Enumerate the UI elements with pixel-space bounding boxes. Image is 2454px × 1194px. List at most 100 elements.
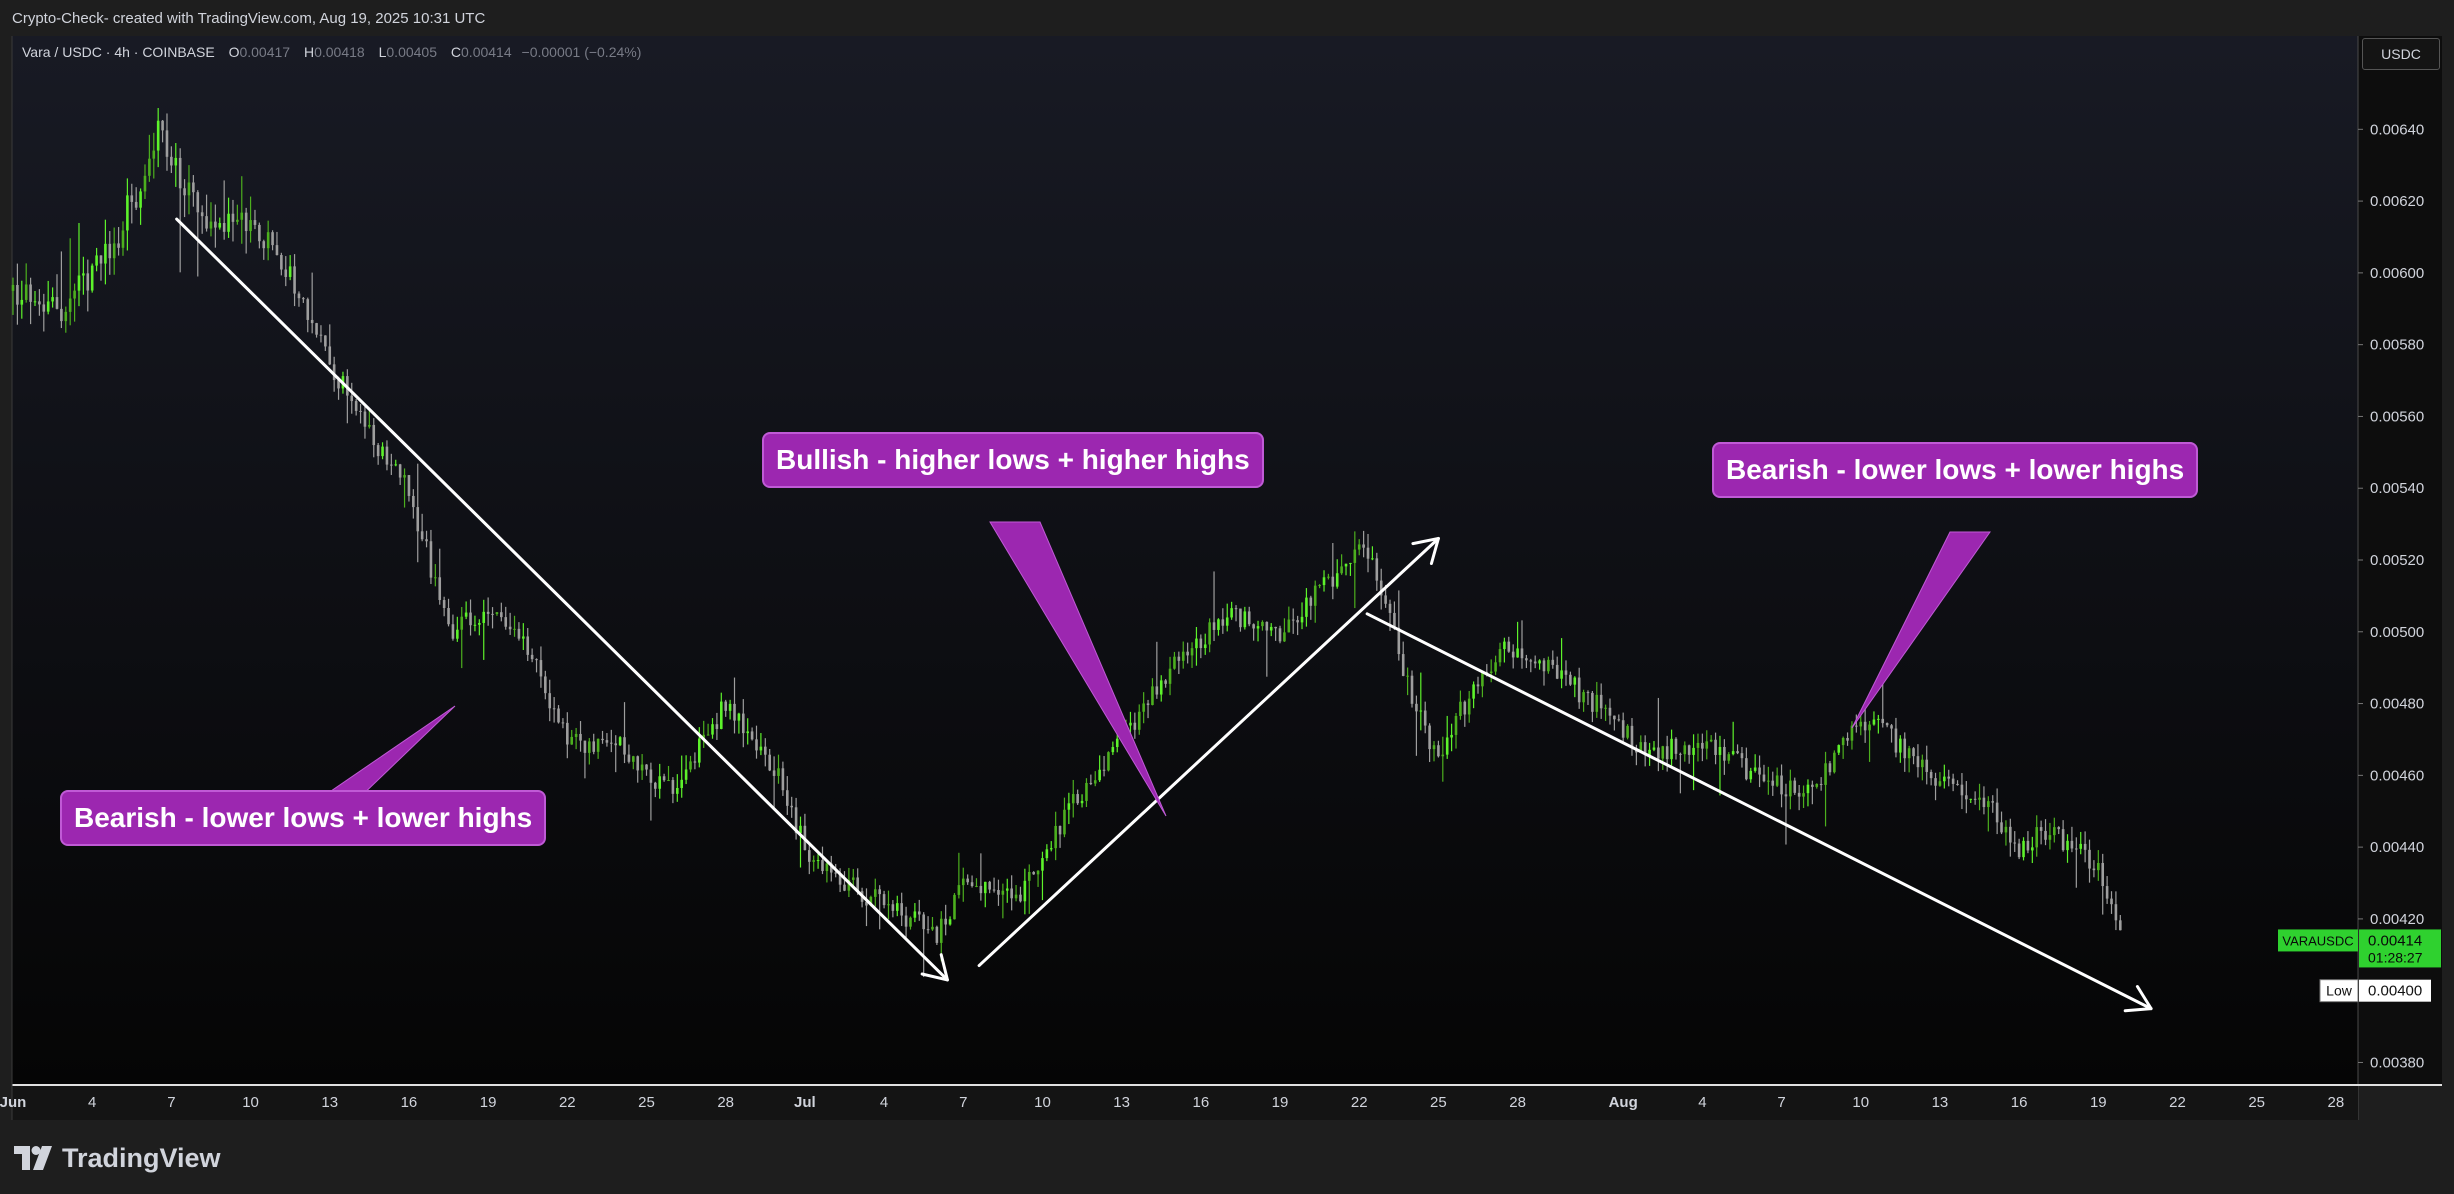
candle-body <box>992 889 996 891</box>
candle-body <box>948 919 952 925</box>
candle-body <box>1643 742 1647 756</box>
candle-body <box>917 911 921 915</box>
candle-body <box>1203 644 1207 649</box>
candle-body <box>1010 888 1013 899</box>
currency-selector[interactable]: USDC <box>2362 38 2440 70</box>
candle-body <box>196 192 200 213</box>
candle-body <box>1916 756 1920 768</box>
candle-body <box>1005 888 1009 891</box>
candle-body <box>1142 703 1145 712</box>
candle-body <box>1551 659 1555 665</box>
price-chart[interactable]: 0.00640 0.00620 0.00600 0.00580 0.00560 0.005… <box>0 36 2454 1120</box>
time-tick-label: 7 <box>959 1094 967 1111</box>
candle-body <box>931 926 934 930</box>
candle-body <box>1151 686 1154 706</box>
candle-body <box>174 157 178 166</box>
candle-body <box>420 531 424 540</box>
candle-body <box>1375 558 1379 581</box>
candle-body <box>1401 654 1405 676</box>
candle-body <box>152 150 156 159</box>
candle-body <box>698 738 701 763</box>
candle-body <box>368 424 371 427</box>
candle-body <box>878 889 881 895</box>
tradingview-logo[interactable]: TradingView <box>14 1140 221 1176</box>
chart-area[interactable]: 0.00640 0.00620 0.00600 0.00580 0.00560 0.005… <box>0 36 2454 1120</box>
candle-body <box>1560 670 1563 679</box>
candle-body <box>1371 558 1374 560</box>
time-axis-background <box>12 1086 2358 1120</box>
price-tick-label: 0.00620 <box>2370 193 2424 210</box>
trend-line-3 <box>1365 612 2153 1011</box>
candle-body <box>1032 871 1035 875</box>
candle-body <box>464 612 468 617</box>
time-tick-label: 13 <box>321 1094 338 1111</box>
symbol-tag-label: VARAUSDC <box>2282 933 2353 948</box>
candle-body <box>1824 763 1827 785</box>
candle-body <box>1327 576 1330 578</box>
candle-body <box>1674 738 1678 754</box>
candle-body <box>2083 843 2087 850</box>
candle-body <box>24 284 28 300</box>
tradingview-logo-text: TradingView <box>62 1142 221 1173</box>
candle-body <box>1885 723 1889 726</box>
candle-body <box>1340 566 1343 574</box>
price-tick-label: 0.00380 <box>2370 1054 2424 1071</box>
time-tick-label: 10 <box>242 1094 259 1111</box>
low-tag-box <box>2319 979 2359 1003</box>
candle-body <box>807 850 811 862</box>
candle-body <box>1212 622 1216 630</box>
candle-body <box>297 293 301 299</box>
candle-body <box>922 914 925 930</box>
candle-body <box>1837 745 1841 753</box>
candle-body <box>1555 664 1559 679</box>
candle-body <box>1393 612 1396 628</box>
candle-body <box>1111 747 1115 753</box>
candle-body <box>271 232 274 246</box>
candle-body <box>1173 656 1176 669</box>
candle-body <box>1947 776 1951 779</box>
candle-body <box>148 158 151 176</box>
candle-body <box>1454 715 1458 735</box>
candle-body <box>1511 651 1515 658</box>
candle-body <box>2017 843 2021 858</box>
close-label: C <box>450 44 462 60</box>
time-tick-label: 10 <box>1852 1094 1869 1111</box>
candle-body <box>711 724 714 735</box>
candle-body <box>794 807 798 834</box>
candle-body <box>1014 894 1018 899</box>
candle-body <box>1881 718 1885 724</box>
candles-layer <box>11 108 2122 978</box>
open-value: 0.00417 <box>239 44 291 60</box>
candle-body <box>60 308 63 322</box>
candle-body <box>2009 826 2012 843</box>
candle-body <box>768 754 771 771</box>
candle-body <box>592 741 596 752</box>
candle-body <box>1283 632 1286 642</box>
candle-body <box>1419 710 1423 712</box>
candle-body <box>385 446 389 465</box>
candle-body <box>332 364 336 381</box>
candle-body <box>702 734 706 739</box>
candle-body <box>2066 840 2069 851</box>
candle-body <box>1705 741 1709 749</box>
candle-body <box>1687 745 1691 755</box>
candle-body <box>1498 649 1502 663</box>
low-price-tag-box <box>2359 979 2431 1002</box>
candle-body <box>1023 880 1027 902</box>
candle-body <box>570 736 574 745</box>
candle-body <box>1701 742 1704 749</box>
candle-body <box>614 743 618 746</box>
candle-body <box>1872 719 1876 725</box>
candle-body <box>275 245 279 256</box>
candle-body <box>2070 840 2074 849</box>
candle-body <box>1806 784 1810 794</box>
time-tick-label: 25 <box>638 1094 655 1111</box>
candle-body <box>944 918 947 925</box>
candle-body <box>240 212 244 220</box>
candle-body <box>1899 738 1902 753</box>
candle-body <box>46 301 50 312</box>
candle-body <box>1129 722 1132 726</box>
trend-line-2 <box>977 536 1440 968</box>
time-tick-label: 25 <box>2248 1094 2265 1111</box>
